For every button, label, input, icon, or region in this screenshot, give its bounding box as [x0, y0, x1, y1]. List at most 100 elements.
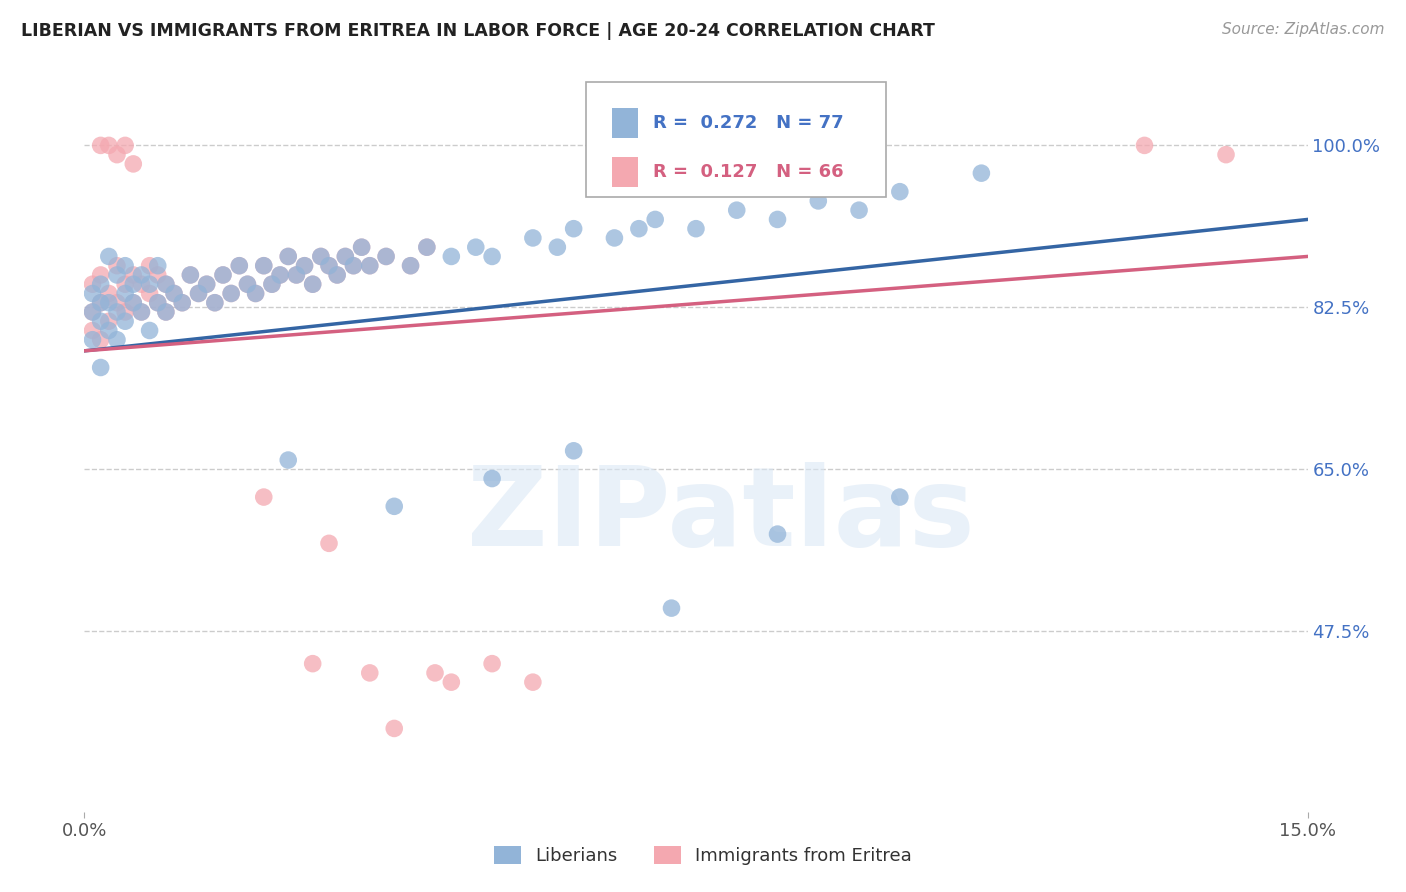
Text: R =  0.272   N = 77: R = 0.272 N = 77 [654, 114, 844, 132]
Point [318, 259, 340, 273]
Point [359, 259, 381, 273]
Point [212, 268, 235, 282]
Point [90, 360, 112, 375]
Point [138, 323, 160, 337]
Point [138, 286, 160, 301]
Point [245, 286, 267, 301]
Point [138, 277, 160, 292]
Point [122, 295, 145, 310]
Point [163, 286, 186, 301]
Point [155, 305, 177, 319]
Point [342, 259, 364, 273]
Point [245, 286, 267, 301]
Point [204, 295, 226, 310]
Point [228, 259, 250, 273]
Point [163, 286, 186, 301]
Point [301, 277, 323, 292]
Point [155, 277, 177, 292]
Point [90, 295, 112, 310]
Point [481, 472, 503, 486]
Text: Source: ZipAtlas.com: Source: ZipAtlas.com [1222, 22, 1385, 37]
Point [146, 268, 169, 282]
Point [416, 240, 439, 254]
Point [970, 166, 993, 180]
Point [562, 443, 585, 458]
Point [1133, 138, 1156, 153]
Point [204, 295, 226, 310]
Point [131, 268, 153, 282]
Point [90, 314, 112, 328]
Point [685, 221, 707, 235]
Point [350, 240, 373, 254]
Point [350, 240, 373, 254]
Text: R =  0.127   N = 66: R = 0.127 N = 66 [654, 163, 844, 181]
Point [294, 259, 316, 273]
Point [260, 277, 283, 292]
Point [326, 268, 349, 282]
Point [359, 665, 381, 680]
Point [105, 305, 128, 319]
Point [219, 286, 242, 301]
Point [375, 250, 398, 264]
Point [146, 259, 169, 273]
Point [131, 277, 153, 292]
Point [342, 259, 364, 273]
Point [562, 221, 585, 235]
Point [335, 250, 357, 264]
Point [172, 295, 194, 310]
Point [114, 138, 136, 153]
Point [97, 314, 120, 328]
Point [90, 295, 112, 310]
Point [122, 157, 145, 171]
Bar [612, 109, 638, 138]
Point [212, 268, 235, 282]
Point [848, 203, 870, 218]
Point [335, 250, 357, 264]
Point [807, 194, 830, 208]
Point [522, 675, 544, 690]
Point [179, 268, 201, 282]
Point [97, 250, 120, 264]
Point [114, 259, 136, 273]
Point [187, 286, 209, 301]
Bar [612, 157, 638, 186]
Point [179, 268, 201, 282]
Text: LIBERIAN VS IMMIGRANTS FROM ERITREA IN LABOR FORCE | AGE 20-24 CORRELATION CHART: LIBERIAN VS IMMIGRANTS FROM ERITREA IN L… [21, 22, 935, 40]
Point [1215, 147, 1237, 161]
Point [309, 250, 332, 264]
Point [294, 259, 316, 273]
Point [416, 240, 439, 254]
Point [82, 333, 104, 347]
Point [285, 268, 308, 282]
Point [481, 657, 503, 671]
Point [661, 601, 683, 615]
Point [318, 536, 340, 550]
Point [285, 268, 308, 282]
Point [644, 212, 666, 227]
Point [90, 277, 112, 292]
Point [82, 323, 104, 337]
Point [440, 675, 463, 690]
Point [146, 295, 169, 310]
Point [725, 203, 748, 218]
Point [277, 250, 299, 264]
Point [105, 268, 128, 282]
Point [105, 333, 128, 347]
Point [318, 259, 340, 273]
Point [277, 453, 299, 467]
Point [146, 295, 169, 310]
Point [131, 305, 153, 319]
Point [627, 221, 650, 235]
Point [105, 295, 128, 310]
Point [155, 277, 177, 292]
Point [90, 333, 112, 347]
Point [114, 314, 136, 328]
Point [889, 490, 911, 504]
Legend: Liberians, Immigrants from Eritrea: Liberians, Immigrants from Eritrea [485, 837, 921, 874]
Point [105, 259, 128, 273]
Point [114, 305, 136, 319]
Point [172, 295, 194, 310]
Point [195, 277, 218, 292]
Point [301, 657, 323, 671]
Point [260, 277, 283, 292]
